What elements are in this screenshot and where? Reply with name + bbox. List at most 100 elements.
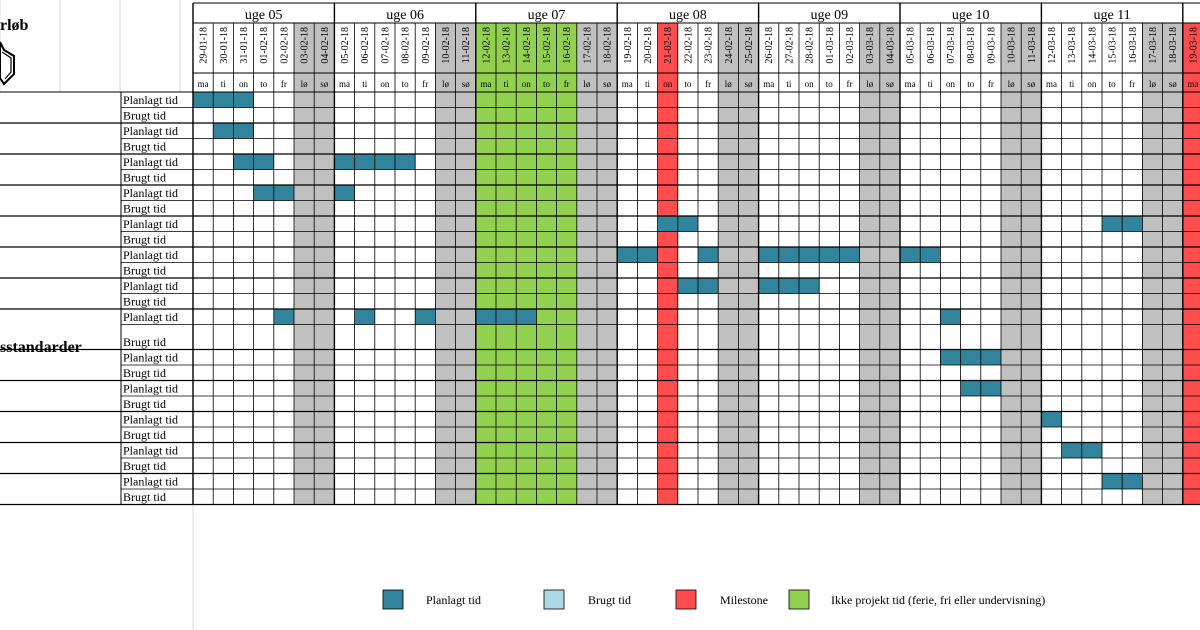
row-label-spent: Brugt tid <box>123 490 166 504</box>
planned-bar <box>920 247 941 263</box>
date-label: 08-02-18 <box>401 27 412 64</box>
non-project-column <box>556 23 577 505</box>
planned-bar <box>758 247 779 263</box>
day-label: ti <box>1069 79 1075 89</box>
weekend-column <box>314 23 335 505</box>
planned-bar <box>940 349 961 365</box>
day-label: sø <box>320 79 329 89</box>
day-label: to <box>684 79 692 89</box>
row-label-spent: Brugt tid <box>123 109 166 123</box>
date-label: 05-02-18 <box>340 27 351 64</box>
day-label: sø <box>1169 79 1178 89</box>
date-label: 16-02-18 <box>562 27 573 64</box>
date-label: 03-02-18 <box>300 27 311 64</box>
planned-bar <box>1061 442 1082 458</box>
date-label: 15-02-18 <box>542 27 553 64</box>
row-label-spent: Brugt tid <box>123 202 166 216</box>
day-label: on <box>522 79 532 89</box>
weekend-column <box>1001 23 1022 505</box>
row-label-spent: Brugt tid <box>123 295 166 309</box>
day-label: lø <box>725 79 733 89</box>
row-label-planned: Planlagt tid <box>123 279 178 293</box>
planned-bar <box>940 309 961 325</box>
weekend-column <box>597 23 618 505</box>
date-label: 09-02-18 <box>421 27 432 64</box>
day-label: lø <box>866 79 874 89</box>
legend-label: Brugt tid <box>588 593 631 607</box>
planned-bar <box>273 309 294 325</box>
day-label: ti <box>362 79 368 89</box>
day-label: fr <box>988 79 994 89</box>
day-label: ma <box>622 79 633 89</box>
week-label: uge 06 <box>386 8 424 23</box>
weekend-column <box>435 23 456 505</box>
planned-bar <box>698 247 719 263</box>
day-label: lø <box>301 79 309 89</box>
date-label: 16-03-18 <box>1128 27 1139 64</box>
planned-bar <box>617 247 638 263</box>
planned-bar <box>233 154 254 170</box>
day-label: to <box>402 79 410 89</box>
non-project-column <box>536 23 557 505</box>
date-label: 31-01-18 <box>239 27 250 64</box>
date-label: 13-03-18 <box>1067 27 1078 64</box>
planned-bar <box>819 247 840 263</box>
date-label: 04-03-18 <box>885 27 896 64</box>
row-label-planned: Planlagt tid <box>123 186 178 200</box>
day-label: to <box>260 79 268 89</box>
planned-bar <box>354 309 375 325</box>
planned-bar <box>1041 411 1062 427</box>
date-label: 01-03-18 <box>825 27 836 64</box>
date-label: 21-02-18 <box>663 27 674 64</box>
day-label: lø <box>1149 79 1157 89</box>
row-label-spent: Brugt tid <box>123 459 166 473</box>
row-label-planned: Planlagt tid <box>123 217 178 231</box>
day-label: sø <box>1027 79 1036 89</box>
day-label: ti <box>221 79 227 89</box>
date-label: 10-02-18 <box>441 27 452 64</box>
row-label-planned: Planlagt tid <box>123 124 178 138</box>
day-label: lø <box>1008 79 1016 89</box>
legend-label: Ikke projekt tid (ferie, fri eller under… <box>831 593 1045 607</box>
non-project-column <box>475 23 496 505</box>
planned-bar <box>657 216 678 232</box>
date-label: 06-02-18 <box>360 27 371 64</box>
text-layer: uge 05 uge 06 uge 07 uge 08 uge 09 uge 10 uge … <box>123 8 1199 504</box>
date-label: 29-01-18 <box>199 27 210 64</box>
row-label-planned: Planlagt tid <box>123 248 178 262</box>
day-label: ma <box>1046 79 1057 89</box>
planned-bar <box>900 247 921 263</box>
day-label: on <box>805 79 815 89</box>
planned-bar <box>213 92 234 108</box>
day-label: sø <box>462 79 471 89</box>
date-label: 02-03-18 <box>845 27 856 64</box>
row-label-spent: Brugt tid <box>123 397 166 411</box>
day-label: ma <box>905 79 916 89</box>
date-label: 14-03-18 <box>1087 27 1098 64</box>
date-label: 18-02-18 <box>603 27 614 64</box>
planned-bar <box>496 309 517 325</box>
planned-bar <box>354 154 375 170</box>
day-label: ma <box>763 79 774 89</box>
date-label: 11-02-18 <box>461 27 472 63</box>
date-label: 15-03-18 <box>1108 27 1119 64</box>
weekend-column <box>1142 23 1163 505</box>
day-label: fr <box>847 79 853 89</box>
planned-bar <box>1122 216 1143 232</box>
planned-bar <box>799 278 820 294</box>
day-label: ti <box>928 79 934 89</box>
week-label: uge 07 <box>528 8 566 23</box>
date-label: 06-03-18 <box>926 27 937 64</box>
date-label: 01-02-18 <box>259 27 270 64</box>
planned-bar <box>253 185 274 201</box>
background-layer <box>0 0 194 630</box>
date-label: 24-02-18 <box>724 27 735 64</box>
day-label: ma <box>339 79 350 89</box>
day-label: to <box>826 79 834 89</box>
row-label-spent: Brugt tid <box>123 171 166 185</box>
row-label-planned: Planlagt tid <box>123 93 178 107</box>
legend: Planlagt tid Brugt tid Milestone Ikke proje… <box>382 589 1045 610</box>
day-label: ti <box>786 79 792 89</box>
date-label: 10-03-18 <box>1007 27 1018 64</box>
date-label: 12-03-18 <box>1047 27 1058 64</box>
